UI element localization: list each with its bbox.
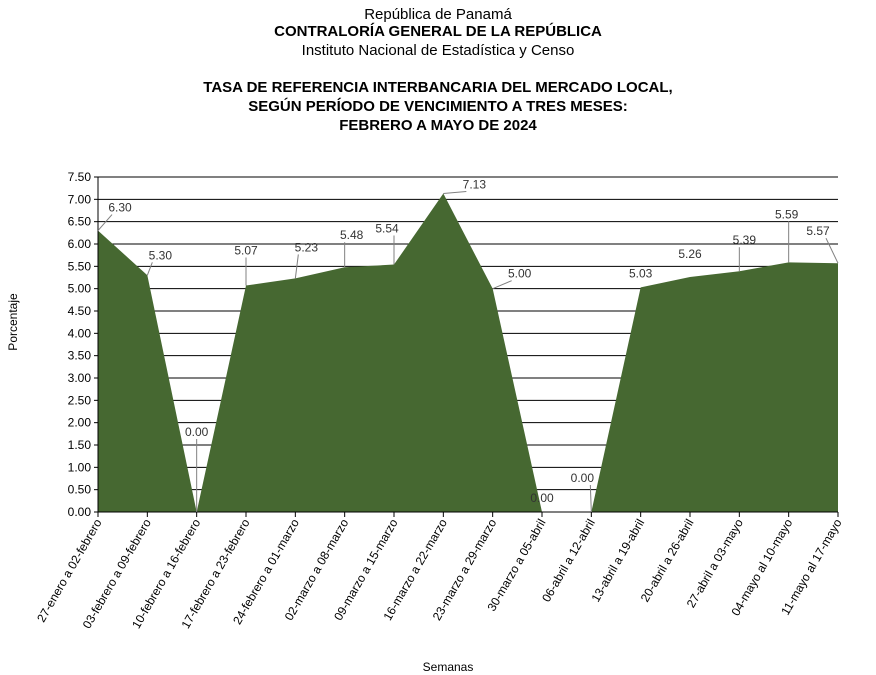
data-label-leader <box>825 237 839 264</box>
data-label: 5.26 <box>678 247 702 261</box>
data-label: 5.48 <box>340 228 364 242</box>
data-label: 5.23 <box>295 240 319 254</box>
x-tick-label: 13-abril a 19-abril <box>588 517 647 605</box>
data-label: 0.00 <box>571 471 595 485</box>
data-label-leader <box>146 262 153 276</box>
data-label: 0.00 <box>530 491 554 505</box>
data-label: 5.00 <box>508 267 532 281</box>
chart-title-line-2: SEGÚN PERÍODO DE VENCIMIENTO A TRES MESE… <box>248 98 628 115</box>
x-tick-label: 06-abril a 12-abril <box>539 517 598 605</box>
y-tick-label: 7.50 <box>68 170 92 184</box>
y-tick-label: 1.00 <box>68 460 92 474</box>
y-tick-label: 1.50 <box>68 438 92 452</box>
x-tick-label: 20-abril a 26-abril <box>638 517 697 605</box>
data-label: 5.39 <box>733 233 757 247</box>
y-tick-label: 5.50 <box>68 259 92 273</box>
y-tick-label: 0.50 <box>68 483 92 497</box>
header-institute: Instituto Nacional de Estadística y Cens… <box>301 42 575 59</box>
chart-title-line-3: FEBRERO A MAYO DE 2024 <box>339 117 537 134</box>
y-tick-label: 3.50 <box>68 349 92 363</box>
y-tick-label: 3.00 <box>68 371 92 385</box>
y-tick-labels: 0.00 0.50 1.00 1.50 2.00 2.50 3.00 3.50 4.00 4.50… <box>68 170 92 519</box>
data-label: 5.57 <box>806 224 830 238</box>
area-fill <box>98 193 838 512</box>
data-label-leader <box>97 214 113 231</box>
area-series <box>98 193 838 512</box>
chart-title-line-1: TASA DE REFERENCIA INTERBANCARIA DEL MER… <box>203 79 673 96</box>
data-label: 5.54 <box>375 222 399 236</box>
axes <box>97 177 838 513</box>
data-label: 5.59 <box>775 207 799 221</box>
y-tick-label: 4.00 <box>68 326 92 340</box>
y-tick-label: 4.50 <box>68 304 92 318</box>
data-label: 5.07 <box>234 244 258 258</box>
header-institution: CONTRALORÍA GENERAL DE LA REPÚBLICA <box>274 23 602 40</box>
data-label-leader <box>589 484 592 513</box>
x-axis-label: Semanas <box>423 660 474 674</box>
data-label: 0.00 <box>185 425 209 439</box>
data-label: 5.03 <box>629 266 653 280</box>
data-label: 5.30 <box>149 248 173 262</box>
y-axis-label: Porcentaje <box>6 293 20 351</box>
y-tick-label: 6.00 <box>68 237 92 251</box>
data-labels: 6.30 5.30 0.00 5.07 5.23 5.48 5.54 7.13 5.00 0.00… <box>97 178 839 513</box>
data-label-leader <box>443 191 467 195</box>
y-tick-label: 5.00 <box>68 282 92 296</box>
y-tick-label: 2.00 <box>68 416 92 430</box>
data-label: 7.13 <box>463 178 487 192</box>
y-tick-label: 6.50 <box>68 215 92 229</box>
data-label: 6.30 <box>108 201 132 215</box>
y-tick-label: 7.00 <box>68 192 92 206</box>
data-label-leader <box>294 254 299 279</box>
header-country: República de Panamá <box>364 6 512 23</box>
y-tick-label: 2.50 <box>68 393 92 407</box>
data-label-leader <box>492 280 512 290</box>
y-tick-label: 0.00 <box>68 505 92 519</box>
